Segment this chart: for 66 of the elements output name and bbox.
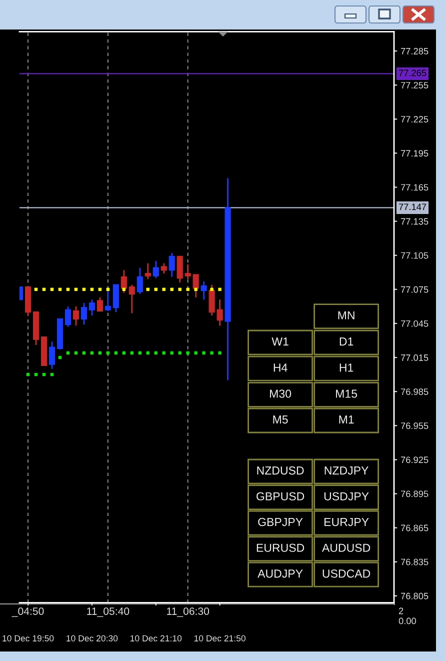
annotation: H4 — [274, 364, 288, 372]
candlestick — [216, 298, 223, 326]
y-tick-label: 76.955 — [401, 422, 428, 430]
candlestick — [96, 296, 103, 312]
y-tick-label: 77.195 — [401, 150, 428, 157]
text: 11_06:30 — [167, 607, 210, 617]
annotation: D1 — [340, 338, 354, 346]
y-tick-label: 77.015 — [401, 354, 428, 361]
ref-line-label: 77.147 — [398, 204, 426, 210]
candlestick — [80, 302, 87, 326]
y-tick-label: 76.835 — [401, 558, 428, 566]
annotation: AUDUSD — [322, 544, 370, 552]
candlestick — [112, 284, 119, 313]
candlestick — [192, 274, 199, 298]
annotation: W1 — [272, 338, 288, 346]
annotation: USDJPY — [324, 492, 369, 500]
y-tick-label: 77.285 — [401, 48, 428, 54]
annotation: EURUSD — [256, 544, 304, 552]
annotation: NZDJPY — [324, 466, 368, 475]
annotation: H1 — [340, 364, 354, 372]
annotation: GBPUSD — [256, 492, 304, 500]
candlestick — [160, 262, 167, 274]
annotation: M30 — [270, 390, 292, 398]
y-tick-label: 77.135 — [401, 218, 428, 225]
candlestick — [136, 267, 143, 295]
candlestick — [88, 298, 95, 316]
annotation: GBPJPY — [258, 518, 303, 526]
annotation: NZDUSD — [257, 466, 304, 475]
y-tick-label: 76.895 — [401, 490, 428, 498]
x-tick-label: 10 Dec 21:10 — [130, 635, 182, 642]
candlestick — [208, 284, 215, 316]
x-tick-label: 10 Dec 21:50 — [194, 635, 246, 642]
text: 11_05:40 — [87, 607, 130, 617]
ref-line-label: 77.265 — [398, 70, 426, 76]
text: 2 — [398, 608, 404, 614]
candlestick — [184, 264, 191, 280]
y-tick-label: 77.225 — [401, 116, 428, 123]
x-tick-label: 10 Dec 20:30 — [66, 635, 118, 642]
annotation: MN — [338, 311, 354, 320]
candlestick — [128, 284, 135, 314]
annotation: USDCAD — [322, 570, 370, 578]
y-tick-label: 77.105 — [401, 252, 428, 259]
x-tick-label: 10 Dec 19:50 — [2, 635, 54, 642]
annotation: M5 — [273, 416, 288, 424]
annotation: M1 — [339, 416, 354, 424]
candlestick — [64, 306, 72, 328]
text: _04:50 — [12, 607, 44, 617]
candlestick — [152, 260, 159, 279]
annotation: EURJPY — [324, 518, 369, 526]
annotation: M15 — [336, 390, 358, 398]
y-tick-label: 77.255 — [401, 82, 428, 88]
y-tick-label: 76.865 — [401, 524, 428, 532]
y-tick-label: 76.985 — [401, 388, 428, 395]
annotation: AUDJPY — [258, 570, 303, 578]
candlestick — [168, 252, 175, 278]
candlestick — [48, 340, 56, 370]
candlestick — [176, 256, 183, 284]
candlestick — [72, 306, 79, 326]
y-tick-label: 77.165 — [401, 184, 428, 191]
y-tick-label: 77.045 — [401, 320, 428, 327]
candlestick — [144, 262, 151, 280]
y-tick-label: 76.805 — [401, 592, 428, 600]
y-tick-label: 76.925 — [401, 456, 428, 464]
y-tick-label: 77.075 — [401, 286, 428, 293]
text: 0.00 — [398, 618, 416, 624]
candlestick — [200, 280, 207, 300]
